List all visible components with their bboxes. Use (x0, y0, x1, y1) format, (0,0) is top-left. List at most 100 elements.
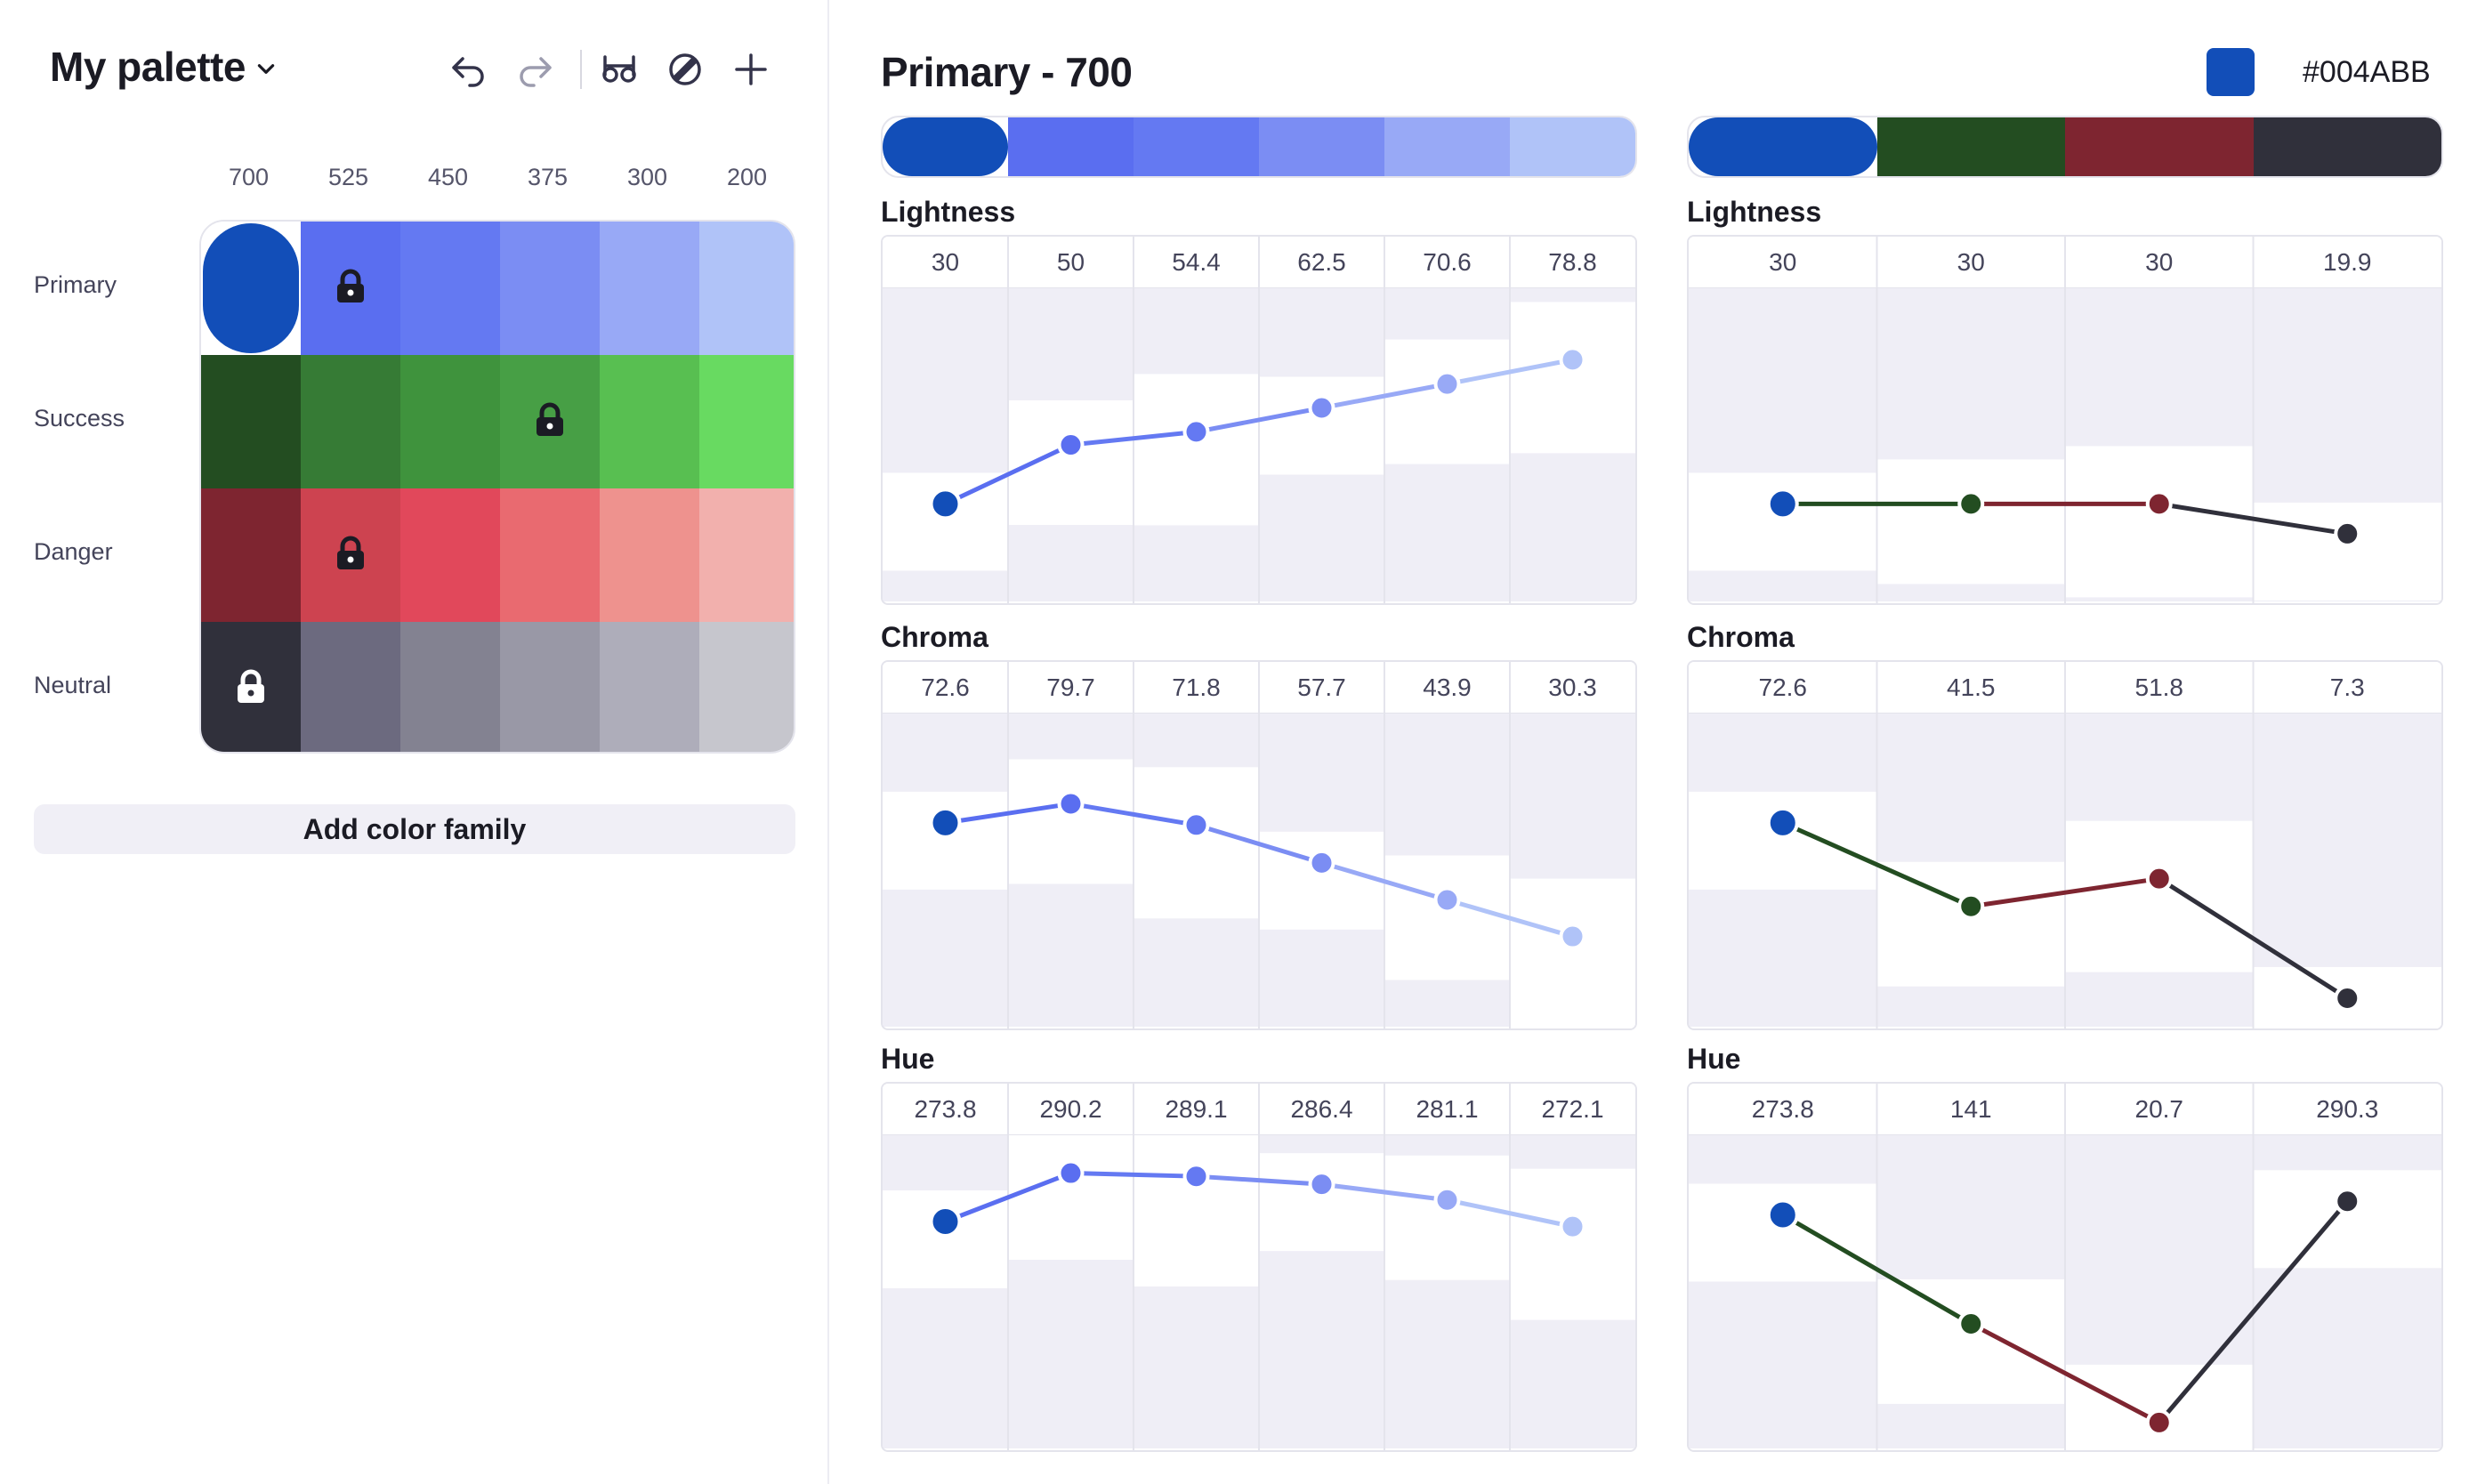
chart-svg: 72.6 41.5 51.8 7.3 (1689, 662, 2441, 1028)
strip-swatch[interactable] (1689, 117, 1877, 176)
column-header: 375 (527, 164, 569, 190)
color-cell[interactable] (699, 622, 794, 752)
lightness-label-family: Lightness (1687, 196, 1822, 228)
series-line (1070, 801, 1197, 827)
gamut-window (1008, 1135, 1134, 1260)
value-label: 79.7 (1046, 673, 1095, 701)
palette-selector[interactable]: My palette (50, 43, 278, 91)
strip-swatch[interactable] (2253, 117, 2441, 176)
color-cell[interactable] (500, 488, 600, 622)
add-button[interactable] (730, 48, 772, 91)
column-header: 450 (427, 164, 469, 190)
color-cell[interactable] (500, 355, 600, 488)
data-point (1308, 1171, 1335, 1198)
color-cell[interactable] (500, 622, 600, 752)
series-line (944, 442, 1072, 506)
selected-color-swatch[interactable] (2207, 48, 2255, 96)
series-line (1970, 1321, 2160, 1425)
family-name[interactable]: Neutral (34, 672, 112, 698)
data-point (1057, 431, 1085, 458)
lock-icon[interactable] (534, 402, 566, 442)
gamut-window (1384, 1155, 1510, 1280)
gamut-window (2065, 446, 2254, 598)
value-label: 72.6 (1759, 673, 1808, 701)
data-point (2145, 490, 2173, 518)
strip-swatch[interactable] (1876, 117, 2065, 176)
value-label: 70.6 (1423, 248, 1472, 276)
series-line (1070, 429, 1197, 448)
family-name[interactable]: Success (34, 405, 125, 431)
color-cell[interactable] (301, 622, 400, 752)
chroma-label-family: Chroma (1687, 621, 1795, 653)
strip-swatch[interactable] (1510, 117, 1635, 176)
color-cell[interactable] (400, 622, 500, 752)
color-cell[interactable] (201, 488, 301, 622)
color-cell[interactable] (301, 488, 400, 622)
redo-button[interactable] (514, 48, 557, 91)
hex-value[interactable]: #004ABB (2303, 55, 2431, 89)
color-cell[interactable] (600, 488, 699, 622)
gamut-window (2065, 820, 2254, 972)
family-name[interactable]: Primary (34, 271, 117, 298)
color-cell[interactable] (600, 622, 699, 752)
strip-swatch[interactable] (1384, 117, 1510, 176)
color-cell[interactable] (201, 622, 301, 752)
family-name[interactable]: Danger (34, 538, 113, 565)
gamut-window (1259, 376, 1384, 475)
gamut-window (1008, 400, 1134, 525)
color-cell[interactable] (699, 355, 794, 488)
value-label: 30 (2145, 248, 2173, 276)
lock-icon[interactable] (335, 536, 367, 576)
color-cell[interactable] (201, 222, 301, 355)
palette-grid (199, 220, 795, 754)
value-label: 30 (1769, 248, 1796, 276)
undo-button[interactable] (447, 48, 489, 91)
value-label: 54.4 (1172, 248, 1221, 276)
palette-title: My palette (50, 44, 246, 90)
strip-swatch[interactable] (883, 117, 1008, 176)
strip-swatch[interactable] (1008, 117, 1134, 176)
color-cell[interactable] (400, 355, 500, 488)
gamut-window (1510, 302, 1635, 454)
data-point (929, 488, 962, 520)
chroma-chart: 72.6 79.7 71.8 57.7 43.9 30.3 (881, 660, 1637, 1030)
add-color-family-button[interactable]: Add color family (34, 804, 795, 854)
series-line (1970, 876, 2160, 909)
color-cell[interactable] (699, 488, 794, 622)
chart-svg: 30 50 54.4 62.5 70.6 78.8 (883, 237, 1635, 603)
gamut-window (1876, 861, 2065, 987)
value-label: 43.9 (1423, 673, 1472, 701)
value-label: 290.3 (2316, 1095, 2378, 1123)
data-point (1057, 790, 1085, 818)
vision-sim-button[interactable] (598, 48, 641, 91)
value-label: 272.1 (1541, 1095, 1603, 1123)
color-cell[interactable] (400, 488, 500, 622)
color-cell[interactable] (201, 355, 301, 488)
strip-swatch[interactable] (1259, 117, 1384, 176)
disable-button[interactable] (664, 48, 706, 91)
palette-panel: My palette Add color family 700 525 450 375… (0, 0, 829, 1484)
series-line (1195, 822, 1323, 866)
strip-swatch[interactable] (2065, 117, 2254, 176)
selected-color-indicator (203, 223, 299, 353)
value-label: 141 (1950, 1095, 1992, 1123)
color-cell[interactable] (600, 222, 699, 355)
strip-swatch[interactable] (1134, 117, 1259, 176)
lock-icon[interactable] (235, 669, 267, 709)
hue-label-family: Hue (1687, 1043, 1741, 1075)
color-cell[interactable] (500, 222, 600, 355)
series-line (1196, 406, 1322, 434)
gamut-window (1134, 374, 1259, 526)
lock-icon[interactable] (335, 269, 367, 309)
series-line (1196, 1173, 1322, 1187)
color-cell[interactable] (699, 222, 794, 355)
color-cell[interactable] (600, 355, 699, 488)
color-cell[interactable] (301, 355, 400, 488)
value-label: 19.9 (2323, 248, 2372, 276)
color-cell[interactable] (301, 222, 400, 355)
gamut-window (1510, 1168, 1635, 1320)
undo-icon (452, 57, 484, 87)
gamut-window (1689, 791, 1877, 890)
series-line (1320, 860, 1448, 902)
color-cell[interactable] (400, 222, 500, 355)
